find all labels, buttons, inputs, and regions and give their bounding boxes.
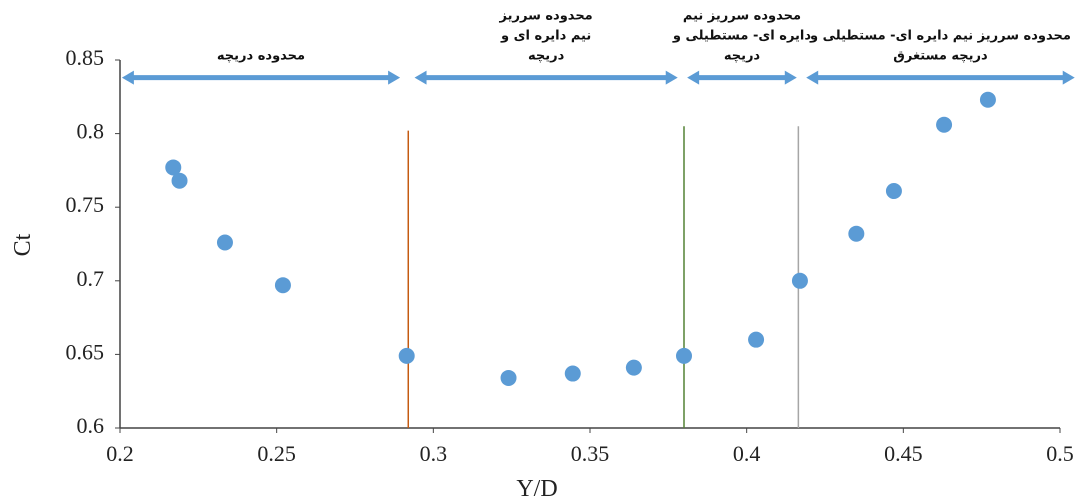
y-tick-label: 0.7	[77, 266, 105, 291]
region-label: دریچه	[724, 49, 761, 64]
point	[398, 347, 415, 364]
x-tick-label: 0.2	[106, 441, 134, 466]
point	[936, 116, 953, 133]
x-axis-title: Y/D	[516, 476, 557, 502]
x-tick-label: 0.5	[1046, 441, 1074, 466]
point	[171, 172, 188, 189]
region-label: محدوده سرریز نیم دایره ای- مستطیلی و	[809, 29, 1071, 44]
region-arrow	[806, 70, 1075, 85]
y-tick-label: 0.8	[77, 119, 105, 144]
x-tick-label: 0.25	[257, 441, 296, 466]
region-label: دریچه	[528, 49, 565, 64]
point	[216, 234, 233, 251]
region-arrow	[414, 70, 678, 85]
point	[791, 272, 808, 289]
y-tick-label: 0.85	[66, 45, 105, 70]
point	[885, 183, 902, 200]
point	[676, 347, 692, 364]
x-tick-label: 0.35	[571, 441, 610, 466]
region-label: دریچه مستغرق	[893, 49, 988, 64]
point	[848, 225, 865, 242]
x-tick-label: 0.45	[884, 441, 923, 466]
region-label: نیم دایره ای و	[500, 29, 591, 44]
region-arrow	[121, 70, 401, 85]
point	[564, 365, 581, 382]
y-tick-label: 0.65	[66, 339, 105, 364]
y-axis-title: Ct	[10, 233, 36, 256]
point	[165, 159, 182, 176]
point	[500, 369, 517, 386]
region-label: محدوده سرریز	[499, 9, 593, 24]
point	[748, 331, 765, 348]
region-label: محدوده دریچه	[217, 49, 305, 64]
region-label: دایره ای- مستطیلی و	[672, 29, 812, 44]
x-tick-label: 0.4	[733, 441, 761, 466]
y-tick-label: 0.75	[66, 192, 105, 217]
point	[274, 277, 291, 294]
x-tick-label: 0.3	[420, 441, 448, 466]
region-arrow	[687, 70, 797, 85]
y-tick-label: 0.6	[77, 413, 105, 438]
point	[625, 359, 642, 376]
region-label: محدوده سرریز نیم	[683, 9, 801, 24]
point	[979, 91, 996, 108]
